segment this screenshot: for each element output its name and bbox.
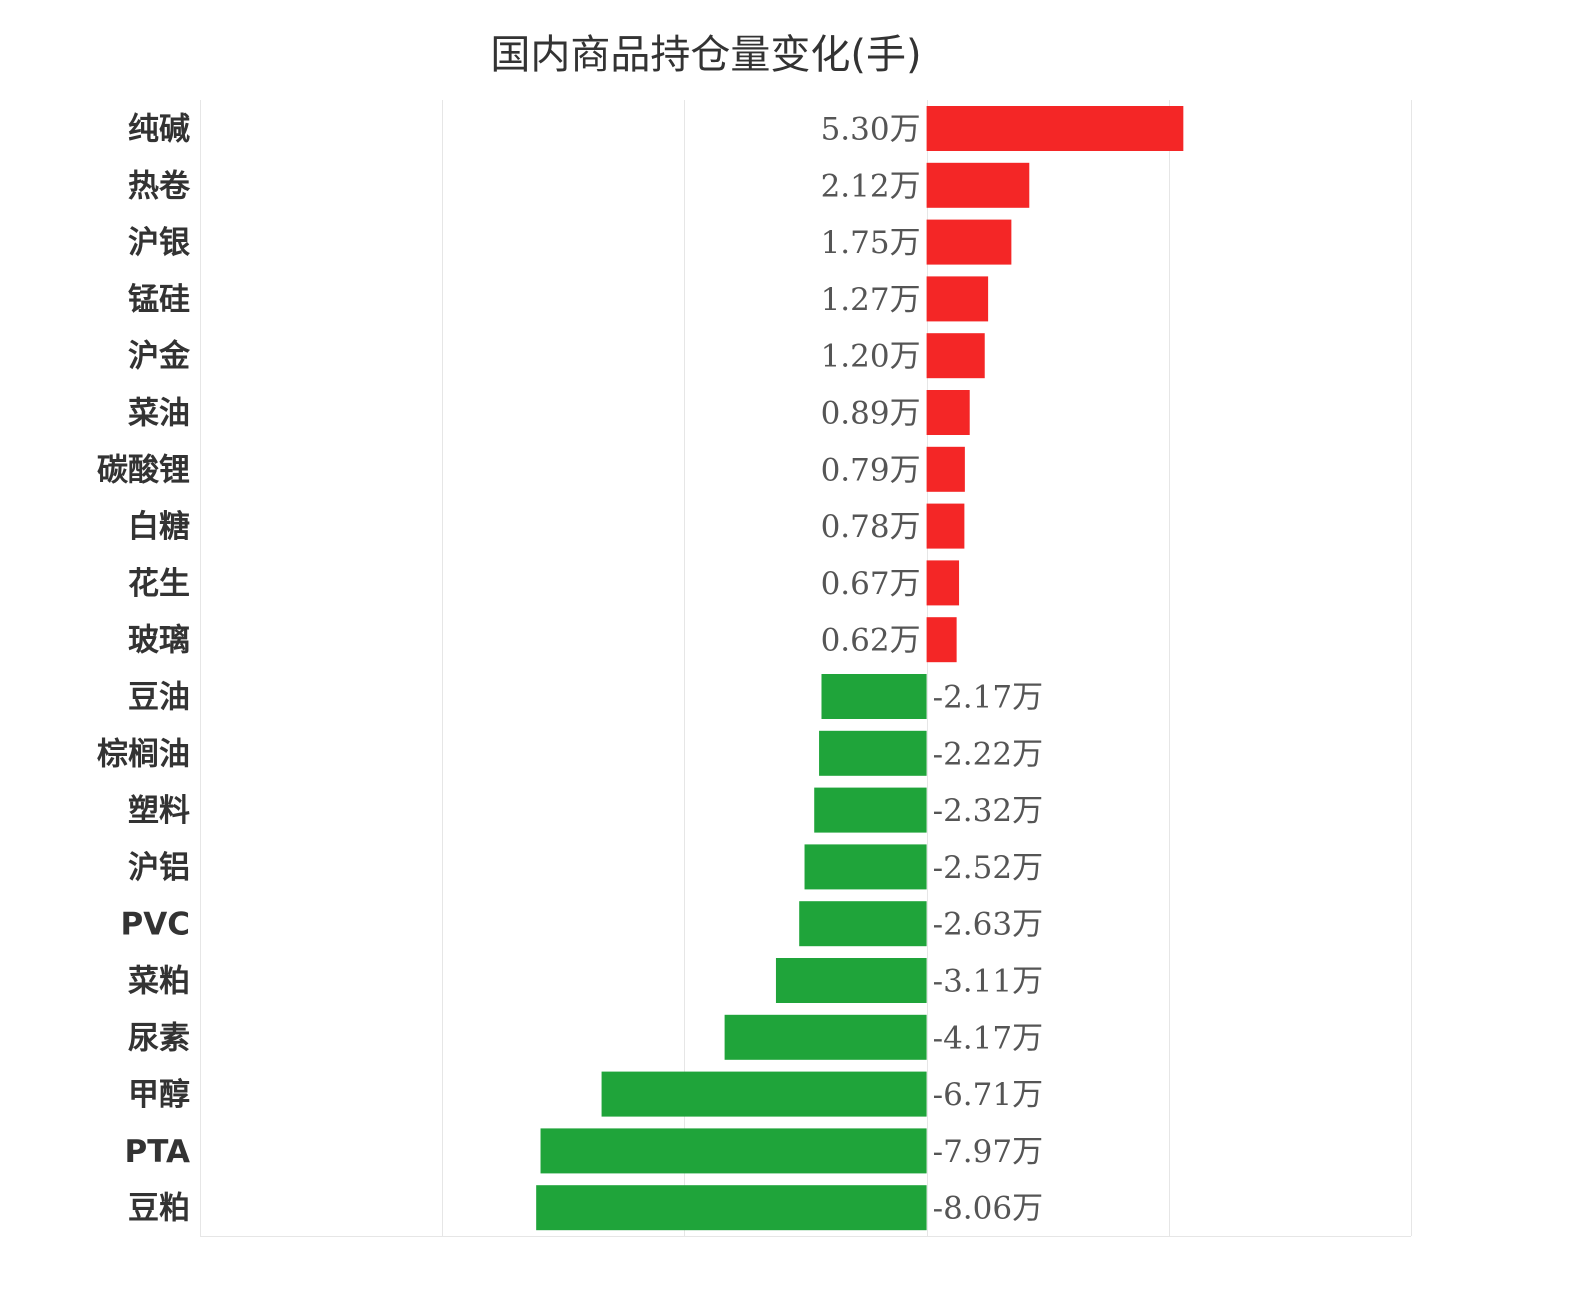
bar — [926, 446, 965, 492]
bar — [804, 844, 927, 890]
bar — [926, 276, 989, 322]
data-label: 1.27万 — [821, 282, 921, 318]
category-label: 碳酸锂 — [97, 452, 190, 488]
category-label: 沪银 — [128, 225, 190, 261]
data-label: 2.12万 — [821, 168, 921, 204]
category-label: 热卷 — [128, 168, 191, 204]
bar — [926, 333, 985, 379]
data-label: 1.75万 — [821, 225, 921, 261]
category-label: 花生 — [128, 566, 190, 602]
category-label: 沪铝 — [128, 850, 190, 886]
category-label: 豆粕 — [128, 1191, 190, 1227]
category-label: 棕榈油 — [97, 736, 190, 772]
data-label: -4.17万 — [933, 1020, 1044, 1056]
data-label: -8.06万 — [933, 1191, 1044, 1227]
bar — [536, 1185, 927, 1231]
category-label: 尿素 — [128, 1020, 190, 1056]
category-label: PTA — [125, 1134, 190, 1170]
chart-title: 国内商品持仓量变化(手) — [490, 32, 922, 78]
category-label: 白糖 — [128, 509, 190, 545]
category-label: 塑料 — [128, 793, 190, 829]
bar — [926, 390, 970, 435]
category-label: 锰硅 — [128, 282, 190, 318]
data-label: -6.71万 — [933, 1077, 1044, 1113]
data-label: -2.17万 — [933, 680, 1044, 716]
category-label: 甲醇 — [128, 1077, 190, 1113]
bar — [724, 1014, 927, 1060]
bar — [799, 901, 927, 947]
bar — [926, 560, 960, 606]
bar — [926, 617, 957, 663]
bar — [814, 787, 927, 833]
data-label: 0.62万 — [821, 623, 921, 659]
category-label: 沪金 — [128, 339, 191, 375]
bar — [926, 219, 1012, 265]
bar — [821, 674, 927, 719]
data-label: 0.67万 — [821, 566, 921, 602]
data-label: -3.11万 — [933, 964, 1044, 1000]
category-label: 菜粕 — [128, 964, 190, 1000]
data-label: -2.32万 — [933, 793, 1044, 829]
category-label: 玻璃 — [128, 623, 190, 659]
data-label: -2.52万 — [933, 850, 1044, 886]
bar — [819, 730, 927, 776]
category-label: 纯碱 — [128, 112, 190, 148]
category-label: 豆油 — [128, 680, 190, 716]
data-label: 0.78万 — [821, 509, 921, 545]
data-label: 0.79万 — [821, 452, 921, 488]
data-label: -2.22万 — [933, 736, 1044, 772]
bar — [601, 1071, 927, 1117]
bar — [926, 503, 965, 549]
bar — [926, 106, 1184, 151]
bar — [926, 162, 1030, 208]
bar — [775, 958, 927, 1003]
data-label: 5.30万 — [821, 112, 921, 148]
data-label: -7.97万 — [933, 1134, 1044, 1170]
data-label: 0.89万 — [821, 396, 921, 432]
category-label: 菜油 — [128, 396, 190, 432]
data-label: -2.63万 — [933, 907, 1044, 943]
bar — [540, 1128, 927, 1174]
category-label: PVC — [121, 907, 190, 943]
data-label: 1.20万 — [821, 339, 921, 375]
